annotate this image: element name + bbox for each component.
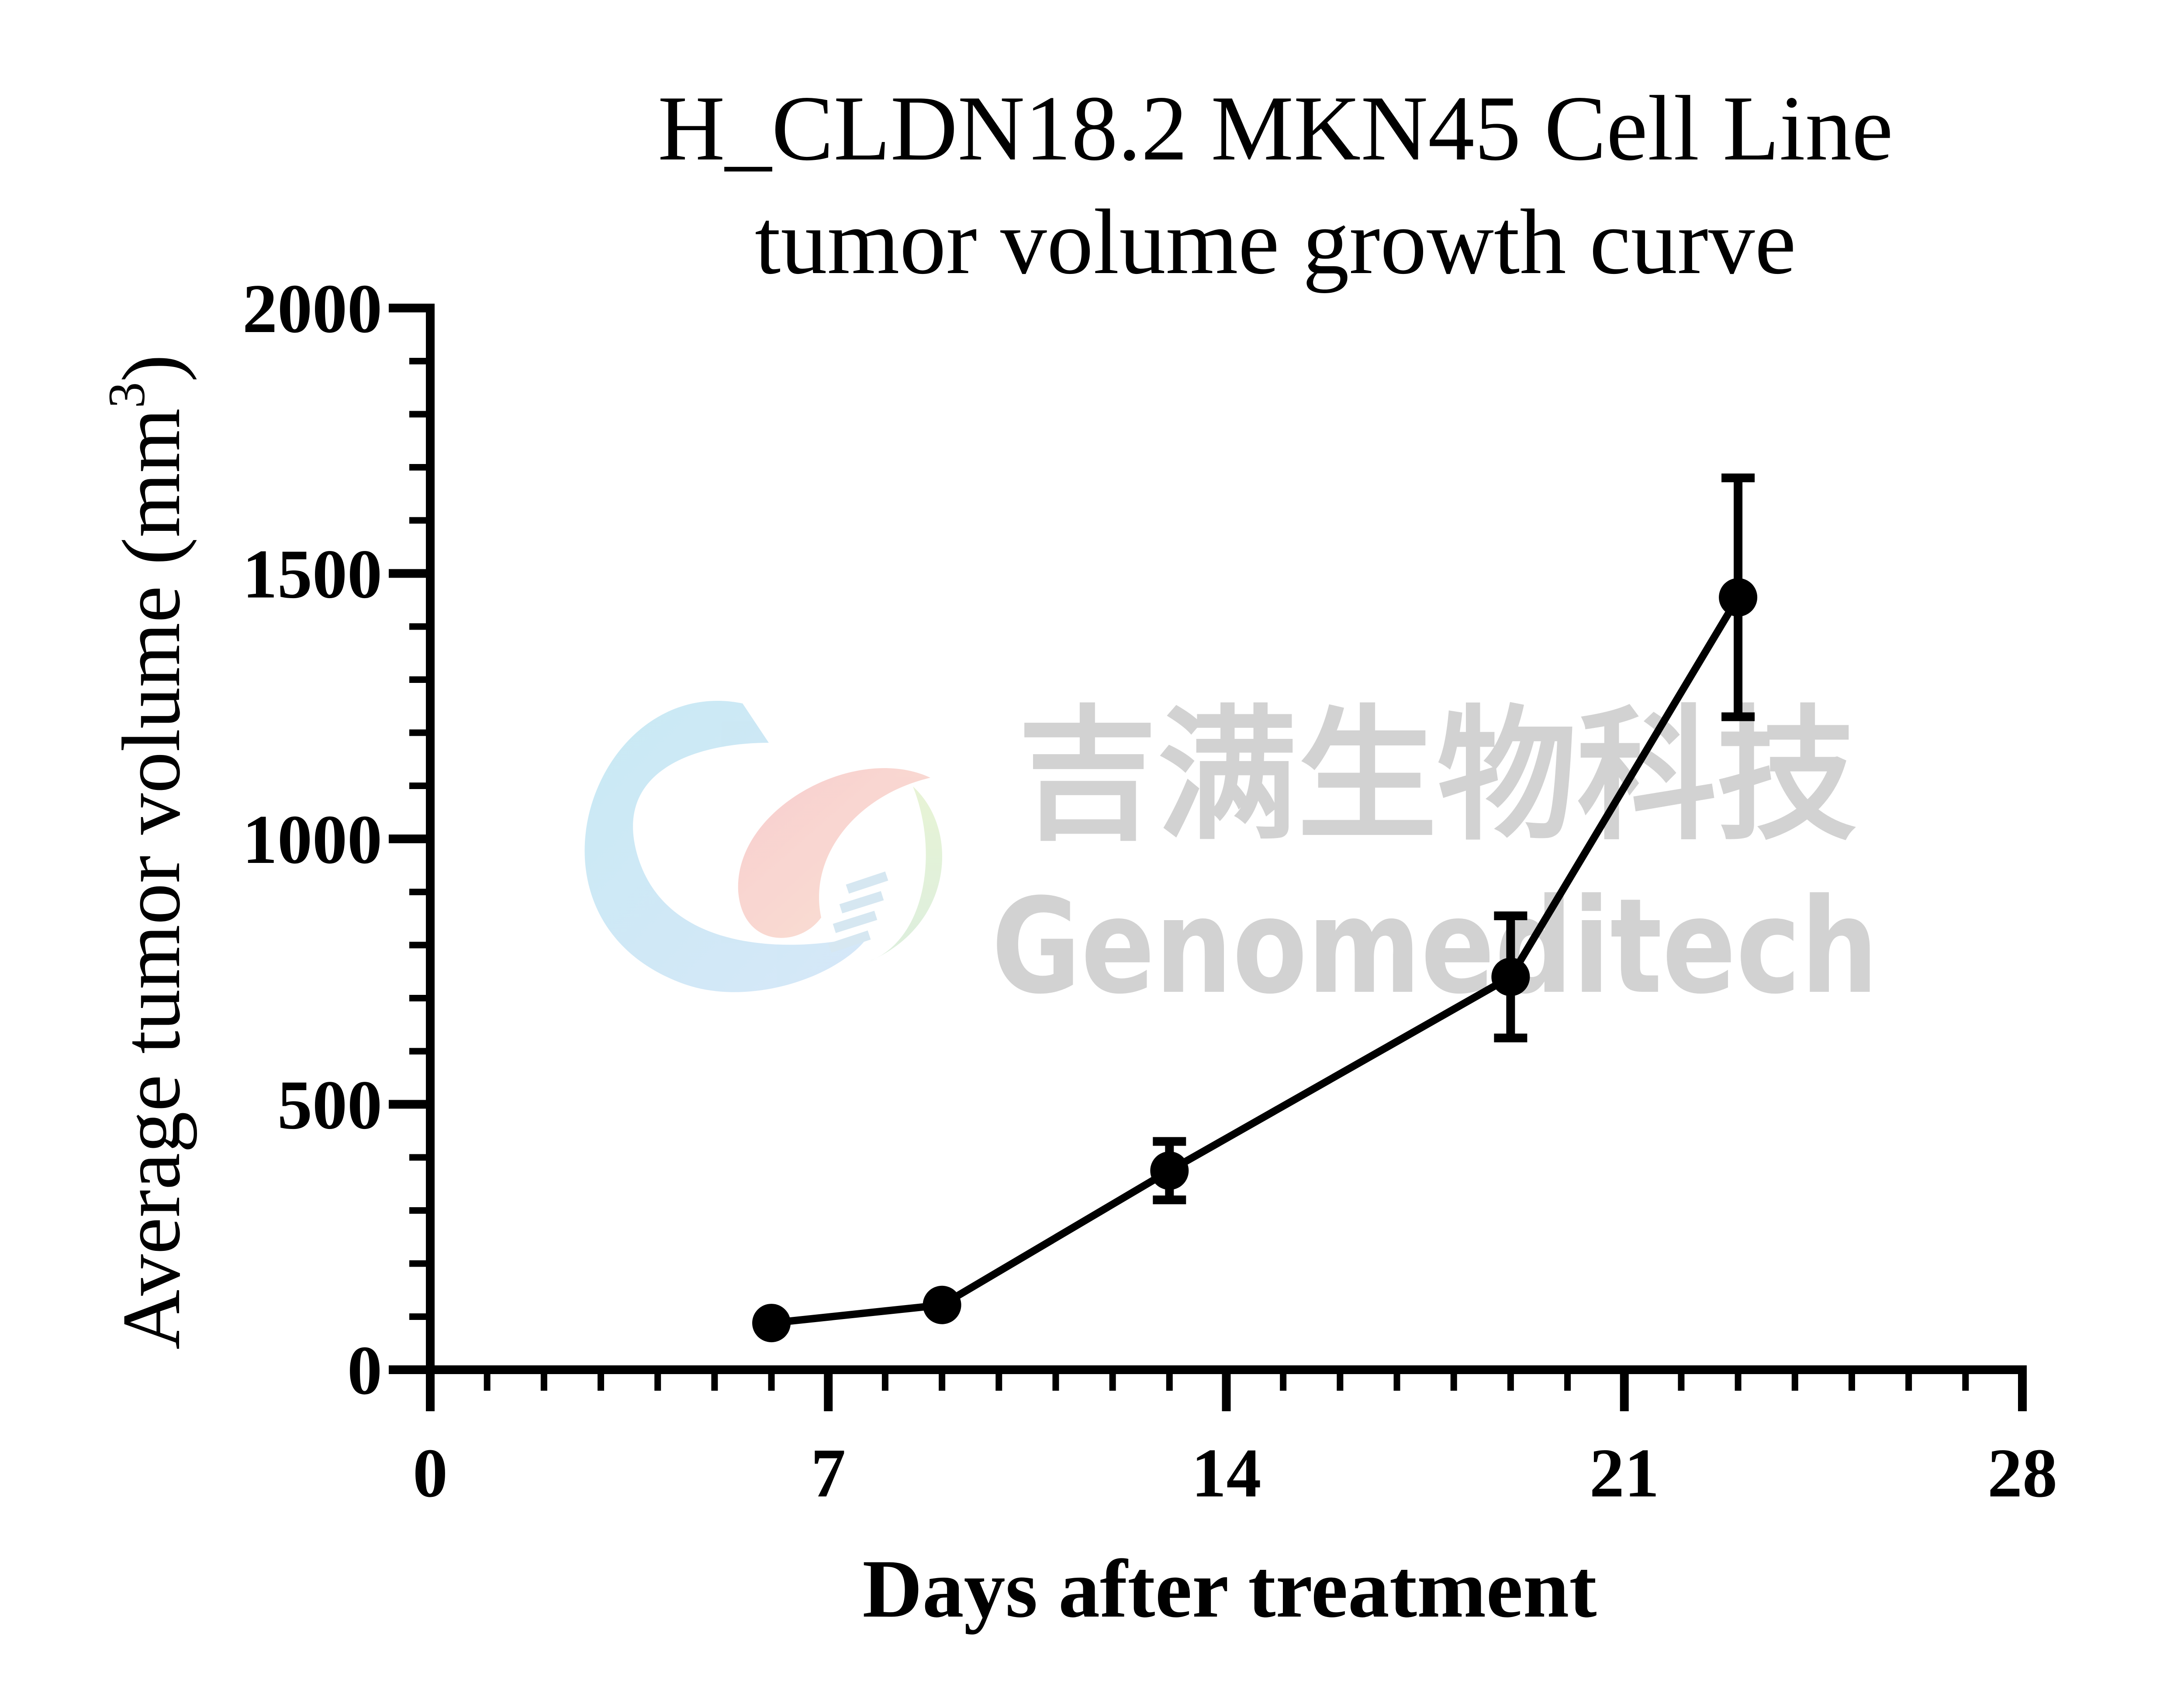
genomeditech-logo — [584, 700, 943, 992]
x-axis-title: Days after treatment — [862, 1543, 1597, 1635]
x-tick-label: 0 — [413, 1434, 448, 1512]
series-layer — [752, 473, 1758, 1343]
y-axis-title-text: Average tumor volume (mm — [106, 408, 197, 1349]
axes: 0 500 1000 1500 2000 0 7 14 21 28 — [242, 270, 2057, 1512]
watermark: 吉满生物科技 Genomeditech — [584, 692, 1878, 1023]
y-tick-label: 500 — [277, 1066, 382, 1144]
y-tick-label: 2000 — [242, 270, 382, 347]
y-axis-title: Average tumor volume (mm3) — [97, 354, 197, 1350]
data-point — [752, 1304, 791, 1343]
y-tick-label: 1000 — [242, 800, 382, 878]
x-tick-label: 28 — [1987, 1434, 2057, 1512]
y-axis-title-close: ) — [106, 354, 197, 382]
data-point — [1719, 578, 1758, 617]
x-tick-label: 21 — [1590, 1434, 1659, 1512]
data-point — [1150, 1151, 1189, 1190]
watermark-cn: 吉满生物科技 — [1018, 692, 1856, 860]
y-tick-label: 0 — [347, 1331, 382, 1409]
data-point — [923, 1285, 961, 1324]
watermark-en: Genomeditech — [992, 870, 1878, 1023]
y-tick-label: 1500 — [242, 535, 382, 613]
x-tick-label: 14 — [1192, 1434, 1261, 1512]
y-axis-title-superscript: 3 — [97, 382, 156, 408]
chart-title-line2: tumor volume growth curve — [755, 190, 1796, 294]
x-tick-label: 7 — [811, 1434, 846, 1512]
data-point — [1491, 957, 1530, 996]
chart-title-line1: H_CLDN18.2 MKN45 Cell Line — [658, 77, 1893, 180]
